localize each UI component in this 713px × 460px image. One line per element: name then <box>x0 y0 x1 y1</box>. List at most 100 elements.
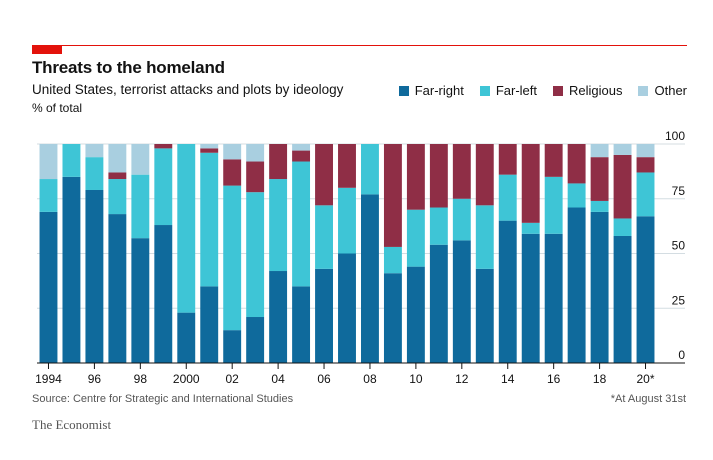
bar-1998-other <box>131 144 150 175</box>
source-note: Source: Centre for Strategic and Interna… <box>32 393 294 405</box>
bar-2002-other <box>223 144 242 160</box>
y-tick-label: 0 <box>678 348 685 362</box>
legend-swatch-far-right <box>398 85 409 96</box>
bar-2006-far-right <box>315 268 333 363</box>
bar-1998-far-right <box>131 238 150 363</box>
bar-2015-far-left <box>521 222 540 234</box>
bar-1996-other <box>85 144 104 158</box>
legend-label-far-left: Far-left <box>495 83 537 98</box>
bar-2015-far-right <box>521 233 540 363</box>
x-tick-label: 12 <box>455 372 469 386</box>
bar-2003-far-left <box>246 192 265 318</box>
bar-2012-far-left <box>452 198 471 241</box>
bar-2017-far-right <box>567 207 586 363</box>
bar-2007-far-right <box>338 253 356 363</box>
bar-2018-far-left <box>590 200 609 212</box>
bar-2005-far-right <box>292 286 311 363</box>
bar-2000-far-right <box>177 312 196 363</box>
bar-2015-religious <box>521 144 540 223</box>
bars <box>39 144 655 363</box>
legend-item-other: Other <box>638 83 687 98</box>
bar-1999-far-left <box>154 148 173 226</box>
bar-2008-far-right <box>361 194 379 363</box>
legend-item-far-right: Far-right <box>398 83 464 98</box>
bar-2020*-other <box>636 144 655 158</box>
legend-swatch-far-left <box>479 85 490 96</box>
bar-1994-far-right <box>39 211 58 363</box>
bar-1999-far-right <box>154 225 173 363</box>
y-tick-label: 50 <box>672 239 686 253</box>
bar-2010-far-right <box>406 266 425 363</box>
bar-2012-far-right <box>452 240 471 363</box>
bar-2004-far-right <box>269 271 288 363</box>
legend-swatch-other <box>638 85 649 96</box>
x-tick-label: 1994 <box>35 372 62 386</box>
bar-2006-far-left <box>315 205 333 269</box>
bar-2001-far-left <box>200 152 219 287</box>
bar-1994-far-left <box>39 179 58 212</box>
bar-2009-far-left <box>383 246 402 274</box>
bar-2007-far-left <box>338 187 356 254</box>
bar-2014-religious <box>498 144 517 175</box>
x-tick-label: 04 <box>271 372 285 386</box>
bar-2016-far-right <box>544 233 563 363</box>
bar-2014-far-right <box>498 220 517 363</box>
y-tick-label: 100 <box>665 129 685 143</box>
y-tick-label: 25 <box>672 293 686 307</box>
bar-2011-far-right <box>429 244 448 363</box>
bar-2013-far-right <box>475 268 494 363</box>
bar-2016-far-left <box>544 176 563 234</box>
x-tick-label: 08 <box>363 372 377 386</box>
bar-1999-religious <box>154 144 173 149</box>
bar-2020*-religious <box>636 157 655 173</box>
bar-2018-religious <box>590 157 609 201</box>
bar-2018-other <box>590 144 609 158</box>
bar-2013-far-left <box>475 205 494 269</box>
x-tick-label: 96 <box>88 372 102 386</box>
chart-title: Threats to the homeland <box>32 58 225 77</box>
bar-2009-religious <box>383 144 402 247</box>
bar-2011-religious <box>429 144 448 208</box>
bar-2005-religious <box>292 150 311 162</box>
footnote: *At August 31st <box>610 393 686 405</box>
bar-2020*-far-left <box>636 172 655 217</box>
x-tick-label: 06 <box>317 372 331 386</box>
legend-item-far-left: Far-left <box>479 83 537 98</box>
top-rule <box>32 45 687 46</box>
bar-1995-far-right <box>62 176 81 363</box>
bar-2002-far-right <box>223 330 242 363</box>
bar-2001-religious <box>200 148 219 153</box>
bar-2014-far-left <box>498 174 517 221</box>
chart-subtitle: United States, terrorist attacks and plo… <box>32 82 344 97</box>
bar-2004-religious <box>269 144 288 180</box>
x-tick-label: 10 <box>409 372 423 386</box>
bar-1997-far-right <box>108 214 127 363</box>
x-tick-label: 2000 <box>173 372 200 386</box>
bar-2018-far-right <box>590 211 609 363</box>
bar-2011-far-left <box>429 207 448 245</box>
bar-2005-other <box>292 144 311 151</box>
bar-2019-religious <box>613 154 632 219</box>
bar-2013-religious <box>475 144 494 206</box>
bar-2003-other <box>246 144 265 162</box>
x-tick-label: 14 <box>501 372 515 386</box>
bar-2001-far-right <box>200 286 219 363</box>
x-tick-label: 20* <box>637 372 655 386</box>
bar-2001-other <box>200 144 219 149</box>
bar-2003-far-right <box>246 317 265 363</box>
legend-item-religious: Religious <box>553 83 622 98</box>
bar-2006-religious <box>315 144 333 206</box>
legend-swatch-religious <box>553 85 563 96</box>
bar-1996-far-right <box>85 189 104 363</box>
brand-red-tab <box>32 45 62 54</box>
bar-2010-far-left <box>406 209 425 267</box>
x-tick-label: 98 <box>134 372 148 386</box>
legend-label-far-right: Far-right <box>414 83 464 98</box>
bar-2009-far-right <box>383 273 402 363</box>
bar-1996-far-left <box>85 157 104 190</box>
bar-2004-far-left <box>269 179 288 272</box>
bar-2017-far-left <box>567 183 586 208</box>
bar-2003-religious <box>246 161 265 193</box>
x-tick-label: 02 <box>226 372 240 386</box>
bar-2020*-far-right <box>636 216 655 363</box>
